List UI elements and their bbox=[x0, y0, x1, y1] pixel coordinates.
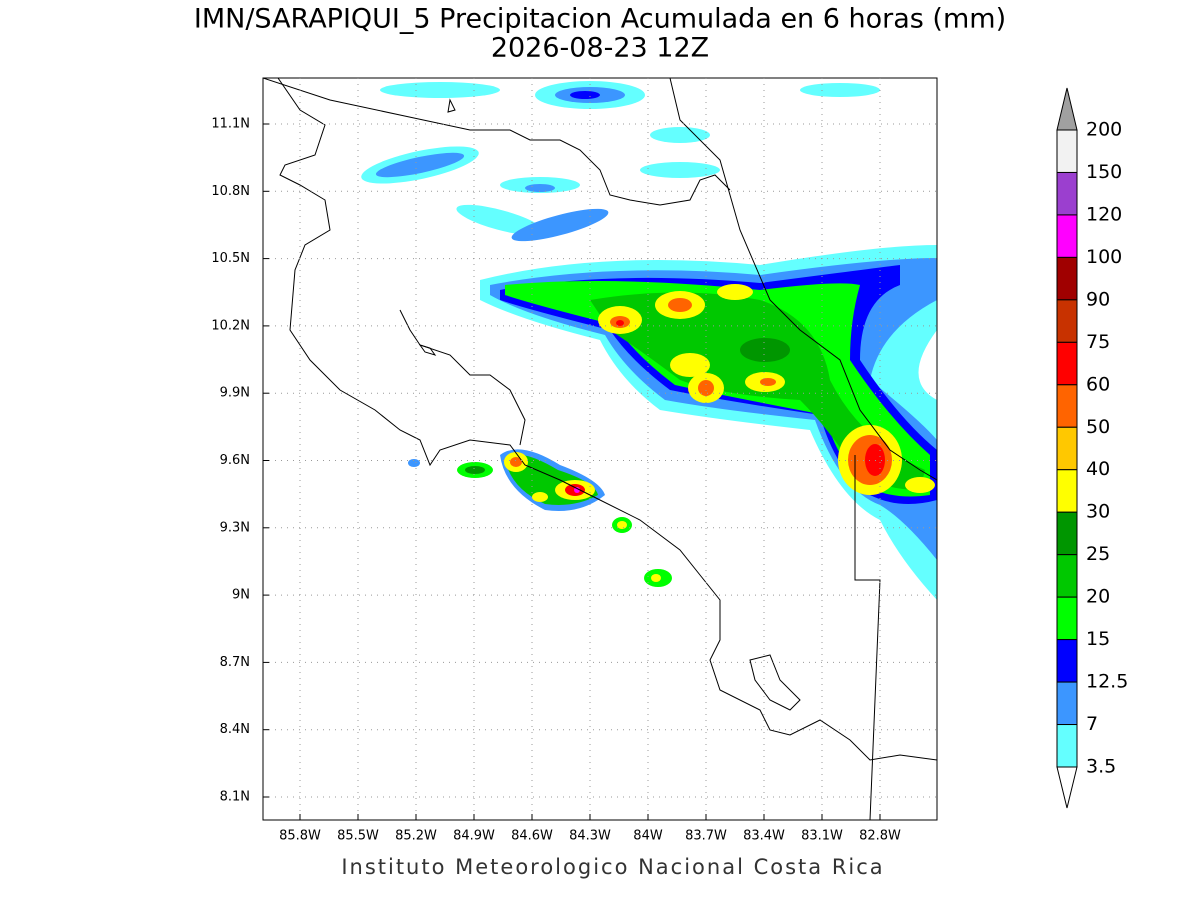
coastline bbox=[263, 78, 937, 820]
x-tick-label: 84W bbox=[633, 829, 663, 844]
colorbar-box bbox=[1056, 596, 1078, 641]
y-tick-label: 9.6N bbox=[220, 453, 250, 468]
colorbar-box bbox=[1056, 256, 1078, 301]
colorbar-box bbox=[1056, 171, 1078, 216]
x-tick-label: 85.5W bbox=[337, 829, 379, 844]
map-frame bbox=[262, 77, 938, 821]
colorbar-box bbox=[1056, 384, 1078, 428]
x-tick-label: 85.8W bbox=[279, 829, 321, 844]
x-tick-label: 85.2W bbox=[395, 829, 437, 844]
colorbar-box bbox=[1056, 724, 1078, 768]
x-tick-label: 84.9W bbox=[453, 829, 495, 844]
colorbar-box bbox=[1056, 299, 1078, 343]
y-tick-label: 8.7N bbox=[220, 655, 250, 670]
y-tick-label: 8.4N bbox=[220, 722, 250, 737]
y-tick-label: 10.2N bbox=[211, 318, 250, 333]
colorbar-box bbox=[1056, 469, 1078, 513]
y-tick-label: 10.5N bbox=[211, 251, 250, 266]
colorbar-box bbox=[1056, 511, 1078, 556]
x-tick-label: 82.8W bbox=[859, 829, 901, 844]
x-tick-label: 83.4W bbox=[743, 829, 785, 844]
colorbar-label: 3.5 bbox=[1086, 756, 1116, 778]
colorbar-label: 7 bbox=[1086, 713, 1098, 735]
colorbar-label: 40 bbox=[1086, 458, 1110, 480]
subtitle: 2026-08-23 12Z bbox=[491, 33, 709, 64]
y-tick-label: 8.1N bbox=[220, 790, 250, 805]
y-tick-label: 9N bbox=[232, 588, 250, 603]
colorbar-label: 100 bbox=[1086, 246, 1122, 268]
y-tick-label: 9.3N bbox=[220, 520, 250, 535]
y-tick-label: 10.8N bbox=[211, 184, 250, 199]
colorbar-label: 200 bbox=[1086, 119, 1122, 141]
y-tick-label: 9.9N bbox=[220, 386, 250, 401]
colorbar-label: 50 bbox=[1086, 416, 1110, 438]
colorbar-box bbox=[1056, 554, 1078, 598]
colorbar-box bbox=[1056, 129, 1078, 173]
colorbar-label: 90 bbox=[1086, 288, 1110, 310]
colorbar-over bbox=[1056, 87, 1078, 131]
y-tick-label: 11.1N bbox=[211, 117, 250, 132]
title: IMN/SARAPIQUI_5 Precipitacion Acumulada … bbox=[194, 4, 1006, 35]
colorbar-label: 120 bbox=[1086, 203, 1122, 225]
colorbar-label: 20 bbox=[1086, 586, 1110, 608]
colorbar-box bbox=[1056, 639, 1078, 683]
colorbar-label: 25 bbox=[1086, 543, 1110, 565]
colorbar-box bbox=[1056, 341, 1078, 386]
colorbar-label: 12.5 bbox=[1086, 671, 1128, 693]
colorbar-box bbox=[1056, 214, 1078, 258]
colorbar-box bbox=[1056, 681, 1078, 726]
x-tick-label: 84.6W bbox=[511, 829, 553, 844]
colorbar-under bbox=[1056, 766, 1078, 809]
colorbar-label: 30 bbox=[1086, 501, 1110, 523]
x-tick-label: 83.1W bbox=[801, 829, 843, 844]
precipitation-field bbox=[361, 81, 937, 600]
colorbar-label: 75 bbox=[1086, 331, 1110, 353]
colorbar-label: 150 bbox=[1086, 161, 1122, 183]
footer: Instituto Meteorologico Nacional Costa R… bbox=[341, 855, 884, 879]
x-tick-label: 84.3W bbox=[569, 829, 611, 844]
colorbar-label: 60 bbox=[1086, 373, 1110, 395]
x-tick-label: 83.7W bbox=[685, 829, 727, 844]
colorbar-box bbox=[1056, 426, 1078, 471]
colorbar-label: 15 bbox=[1086, 628, 1110, 650]
